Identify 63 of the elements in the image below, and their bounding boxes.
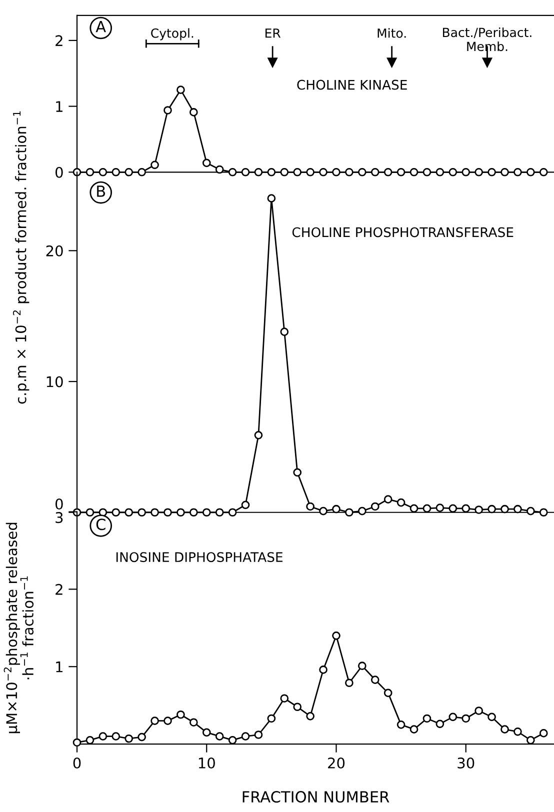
point — [112, 168, 120, 176]
point — [176, 86, 185, 94]
y-tick-label: 1 — [56, 662, 62, 672]
text: CHOLINE KINASE — [297, 80, 407, 90]
y-tick-label: 3 — [56, 512, 63, 524]
annotation: C — [96, 518, 106, 530]
y-tick-label: 20 — [46, 245, 63, 256]
point — [280, 168, 289, 176]
x-tick-label: 20 — [328, 757, 345, 769]
x-tick-label: 10 — [198, 757, 215, 769]
point — [514, 168, 522, 176]
point — [267, 168, 276, 176]
point — [332, 168, 340, 176]
point — [526, 168, 535, 176]
point — [488, 168, 496, 176]
annotation: B — [97, 186, 106, 197]
point — [448, 168, 458, 176]
y-axis-title: μM×10$^{−2}$phosphate released ·h$^{−1}$ fraction$^{−1}$ — [4, 522, 34, 734]
x-tick-label: 30 — [458, 757, 474, 769]
point — [228, 168, 237, 176]
x-axis-title: FRACTION NUMBER — [242, 791, 390, 803]
y-tick-label: 2 — [56, 35, 62, 46]
annotation: Mito. — [378, 28, 406, 38]
y-tick-label: 0 — [55, 498, 63, 510]
point — [164, 106, 172, 114]
point — [86, 168, 94, 176]
point — [410, 168, 418, 176]
y-tick-label: 1 — [56, 101, 62, 112]
point — [306, 168, 314, 176]
point — [254, 168, 263, 176]
point — [396, 168, 406, 176]
point — [293, 168, 302, 176]
point — [539, 168, 548, 176]
text: INOSINE DIPHOSPHATASE — [116, 552, 282, 562]
point — [138, 168, 146, 176]
point — [241, 168, 250, 176]
annotation: A — [96, 21, 106, 32]
point — [202, 158, 211, 168]
point — [319, 168, 328, 176]
point — [462, 168, 470, 176]
annotation: Bact./Peribact. Memb. — [442, 27, 532, 52]
point — [124, 168, 134, 176]
point — [358, 168, 366, 176]
y-tick-label: 10 — [46, 376, 63, 388]
point — [500, 168, 509, 176]
y-axis-title: c.p.m × 10$^{−2}$ product formed. fraction$^{−1}$ — [12, 111, 30, 404]
x-tick-label: 0 — [73, 757, 81, 769]
y-tick-label: 0 — [55, 166, 63, 178]
y-tick-label: 2 — [56, 584, 62, 595]
point — [474, 168, 483, 176]
point — [436, 168, 444, 176]
annotation: Cytopl. — [151, 28, 194, 40]
point — [384, 168, 392, 176]
point — [72, 168, 82, 176]
point — [215, 165, 224, 174]
point — [150, 160, 159, 170]
point — [189, 108, 198, 116]
text: CHOLINE PHOSPHOTRANSFERASE — [292, 227, 514, 238]
point — [345, 168, 354, 176]
annotation: ER — [266, 28, 281, 38]
point — [422, 168, 432, 176]
point — [98, 168, 108, 176]
point — [370, 168, 380, 176]
